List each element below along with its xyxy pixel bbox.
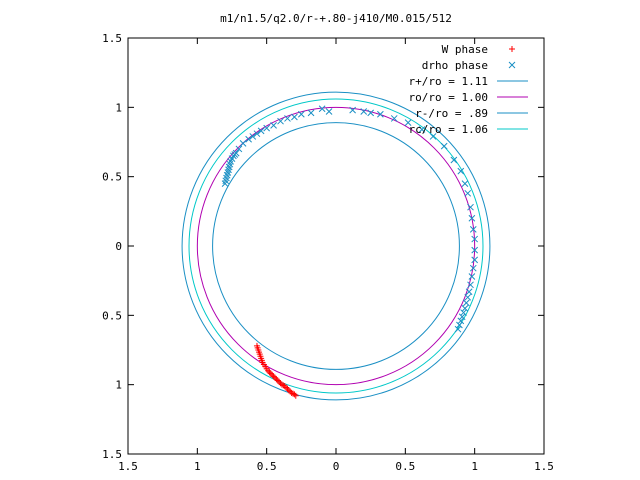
circle-line [181,91,491,401]
data-point [235,145,243,153]
data-point [276,378,283,385]
data-point [284,115,291,122]
data-point [270,122,277,129]
data-point [454,325,462,333]
data-point [277,117,284,125]
data-point [471,246,479,254]
data-point [468,273,476,280]
legend-label: drho phase [422,59,488,72]
x-tick-label: 0.5 [257,460,277,473]
data-point [273,376,280,383]
data-point [457,317,465,325]
y-tick-label: 0.5 [102,309,122,322]
data-point [349,106,356,114]
data-point [263,124,271,132]
x-tick-label: 1 [471,460,478,473]
data-point [266,369,273,376]
data-point [460,309,467,316]
data-points [221,105,479,399]
data-point [468,214,476,222]
data-point [469,226,477,233]
data-point [456,321,463,329]
data-point [367,109,375,117]
data-point [390,115,398,122]
x-tick-label: 1.5 [118,460,138,473]
data-point [253,130,261,138]
data-point [285,387,292,394]
data-point [278,381,285,388]
data-point [360,108,368,115]
data-point [291,391,298,398]
circle-line [196,106,476,386]
y-tick-label: 1.5 [102,32,122,45]
data-point [292,392,299,399]
x-tick-label: 1 [194,460,201,473]
data-point [232,149,240,157]
legend-marker [509,46,515,52]
data-point [457,167,465,175]
data-point [458,313,466,321]
data-point [471,235,479,243]
data-point [274,377,281,384]
data-point [269,371,276,378]
data-point [450,156,458,164]
data-point [429,133,437,140]
data-point [257,127,265,135]
data-point [325,108,333,115]
legend-label: ro/ro = 1.00 [409,91,488,104]
data-point [281,383,288,390]
y-tick-label: 0 [115,240,122,253]
data-point [270,373,277,380]
x-tick-label: 1.5 [534,460,554,473]
data-point [318,105,326,113]
legend-label: W phase [442,43,488,56]
legend-marker [508,61,516,69]
data-point [307,109,315,117]
legend-label: r+/ro = 1.11 [409,75,488,88]
data-point [284,385,291,392]
data-point [440,142,448,150]
circle-line [188,98,484,394]
data-point [291,113,298,121]
data-point [245,135,252,143]
y-tick-label: 1.5 [102,448,122,461]
data-point [469,264,477,272]
data-point [464,189,472,197]
chart-title: m1/n1.5/q2.0/r-+.80-j410/M0.015/512 [220,12,452,25]
x-tick-label: 0.5 [395,460,415,473]
data-point [461,180,469,187]
legend-label: rc/ro = 1.06 [409,123,488,136]
data-point [461,305,469,312]
data-point [465,288,473,296]
data-point [249,133,257,140]
data-point [377,110,384,118]
data-point [267,370,274,377]
circle-line [212,122,460,370]
data-point [467,281,474,289]
data-point [404,119,412,126]
y-tick-label: 1 [115,379,122,392]
data-point [462,299,470,307]
axis-ticks: 1.5 1 0.5 0 0.5 1 1.51.510.500.511.5 [102,32,554,473]
data-point [471,256,479,264]
data-point [297,110,305,118]
data-point [288,389,295,396]
x-tick-label: 0 [333,460,340,473]
reference-circles [181,91,491,401]
y-tick-label: 0.5 [102,171,122,184]
legend: W phase drho phase r+/ro = 1.11 ro/ro = 1.0… [409,43,528,136]
data-point [265,367,272,374]
data-point [418,126,426,133]
data-point [467,203,474,211]
data-point [464,293,472,301]
legend-label: r-/ro = .89 [415,107,488,120]
data-point [283,384,290,391]
data-point [239,140,247,147]
y-tick-label: 1 [115,101,122,114]
series-group [221,105,479,333]
data-point [271,374,278,381]
series-group [253,342,299,399]
